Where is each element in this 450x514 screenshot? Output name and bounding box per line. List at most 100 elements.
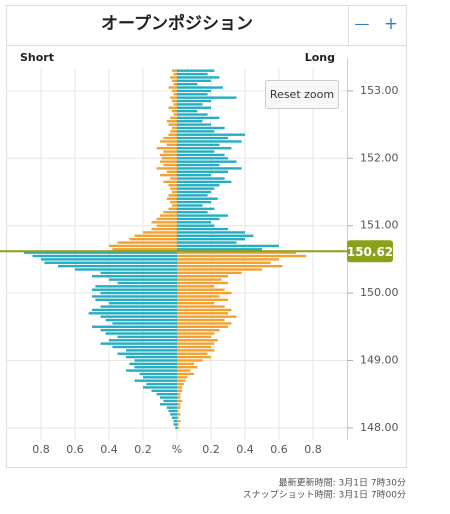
- bar: [177, 261, 271, 264]
- bar: [100, 271, 177, 275]
- bar: [177, 352, 208, 355]
- bar: [168, 409, 177, 413]
- bar: [126, 369, 177, 372]
- bar: [151, 221, 177, 224]
- bar: [177, 227, 228, 231]
- bar: [177, 372, 194, 376]
- bar: [177, 382, 184, 386]
- bar: [177, 419, 181, 423]
- bar: [166, 170, 177, 173]
- zoom-out-button[interactable]: —: [355, 15, 370, 33]
- bar: [156, 392, 177, 396]
- bar: [160, 214, 177, 217]
- bar: [177, 136, 228, 140]
- bar: [177, 187, 215, 190]
- bar: [156, 146, 177, 150]
- bar: [173, 113, 177, 116]
- bar: [177, 349, 215, 352]
- bar: [44, 261, 178, 264]
- bar: [92, 325, 177, 328]
- bar: [163, 136, 177, 140]
- bar: [177, 339, 218, 342]
- bar: [112, 345, 177, 349]
- short-label: Short: [20, 51, 54, 64]
- bar: [177, 211, 208, 214]
- bar: [177, 173, 211, 177]
- bar: [177, 167, 242, 170]
- zoom-in-button[interactable]: +: [384, 14, 398, 34]
- long-label: Long: [305, 51, 335, 64]
- x-tick-label: 0.8: [304, 443, 322, 456]
- bar: [177, 403, 181, 406]
- bar: [175, 426, 177, 430]
- bar: [160, 403, 177, 406]
- bar: [171, 99, 177, 103]
- bar: [177, 72, 208, 76]
- bar: [112, 248, 177, 251]
- bar: [177, 184, 220, 187]
- bar: [146, 382, 177, 386]
- bar: [105, 332, 177, 335]
- bar: [166, 197, 177, 200]
- bar: [171, 190, 177, 194]
- reset-zoom-box[interactable]: [265, 80, 339, 109]
- bar: [126, 355, 177, 359]
- bar: [173, 103, 177, 106]
- bar: [177, 409, 179, 413]
- bar: [160, 153, 177, 157]
- bar: [129, 362, 177, 366]
- bar: [177, 69, 215, 72]
- y-tick-label: 152.00: [360, 151, 399, 164]
- bar: [177, 109, 198, 113]
- bar: [177, 180, 232, 184]
- bar: [177, 335, 211, 339]
- bar: [170, 116, 177, 120]
- bar: [177, 157, 228, 160]
- bar: [177, 241, 237, 244]
- reset-zoom-text[interactable]: Reset zoom: [270, 88, 334, 101]
- bar: [177, 322, 232, 325]
- y-tick-label: 150.00: [360, 286, 399, 299]
- bar: [177, 305, 225, 308]
- bar: [177, 93, 208, 96]
- bar: [177, 325, 228, 328]
- bar: [24, 251, 177, 254]
- x-tick-label: 0.2: [202, 443, 220, 456]
- bar: [177, 237, 245, 241]
- bar: [177, 254, 307, 258]
- bar: [95, 298, 177, 302]
- bar: [143, 231, 177, 234]
- bar: [177, 130, 215, 133]
- bar: [160, 160, 177, 163]
- bar: [177, 291, 232, 295]
- bar: [100, 305, 177, 308]
- bar: [177, 248, 262, 251]
- bar: [166, 143, 177, 147]
- bar: [170, 177, 177, 180]
- bar: [177, 288, 225, 291]
- reset-zoom-button[interactable]: Reset zoom: [265, 80, 339, 109]
- bar: [177, 258, 279, 261]
- bar: [166, 406, 177, 409]
- bar: [117, 241, 177, 244]
- bar: [177, 214, 228, 217]
- bar: [112, 322, 177, 325]
- snapshot-time: スナップショット時間: 3月1日 7時00分: [243, 490, 406, 501]
- bar: [171, 69, 177, 72]
- bar: [177, 315, 237, 318]
- bar: [177, 355, 211, 359]
- bar: [168, 194, 177, 197]
- bar: [160, 396, 177, 399]
- bar: [177, 426, 179, 430]
- bar: [177, 197, 218, 200]
- bar: [177, 200, 211, 204]
- bar: [177, 386, 183, 389]
- x-tick-label: 0.4: [100, 443, 118, 456]
- bar: [177, 379, 186, 382]
- bar: [171, 79, 177, 83]
- bar: [177, 204, 203, 207]
- bar: [173, 423, 177, 426]
- bar: [177, 345, 211, 349]
- bar: [177, 224, 215, 227]
- bar: [177, 298, 228, 302]
